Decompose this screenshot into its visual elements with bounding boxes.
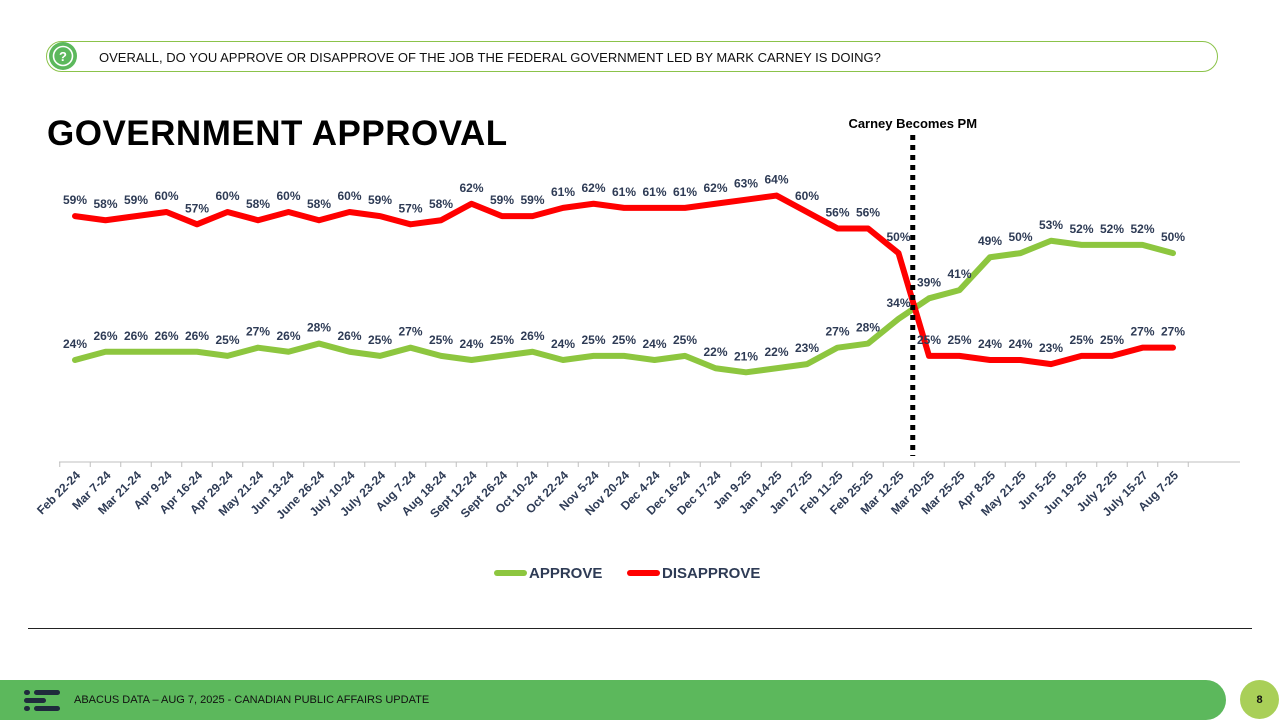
data-label-disapprove: 56% — [825, 205, 849, 219]
data-label-approve: 25% — [490, 333, 514, 347]
data-label-approve: 23% — [795, 341, 819, 355]
data-label-approve: 41% — [947, 267, 971, 281]
question-bar: ? OVERALL, DO YOU APPROVE OR DISAPPROVE … — [46, 41, 1218, 72]
data-label-disapprove: 24% — [978, 337, 1002, 351]
svg-text:?: ? — [59, 49, 67, 64]
data-label-approve: 25% — [612, 333, 636, 347]
data-label-disapprove: 59% — [490, 193, 514, 207]
data-label-disapprove: 60% — [795, 189, 819, 203]
data-label-disapprove: 57% — [398, 201, 422, 215]
data-label-disapprove: 50% — [886, 230, 910, 244]
data-label-approve: 27% — [246, 325, 270, 339]
data-label-disapprove: 60% — [276, 189, 300, 203]
question-icon: ? — [49, 42, 77, 70]
data-label-disapprove: 58% — [429, 197, 453, 211]
data-label-approve: 25% — [429, 333, 453, 347]
data-label-approve: 26% — [276, 329, 300, 343]
data-label-disapprove: 56% — [856, 205, 880, 219]
data-label-approve: 26% — [124, 329, 148, 343]
data-label-disapprove: 24% — [1008, 337, 1032, 351]
data-label-disapprove: 25% — [1069, 333, 1093, 347]
series-line-approve — [72, 237, 1176, 376]
data-label-approve: 52% — [1130, 222, 1154, 236]
data-label-disapprove: 57% — [185, 201, 209, 215]
data-label-disapprove: 59% — [368, 193, 392, 207]
data-label-approve: 34% — [886, 296, 910, 310]
legend-label-approve: APPROVE — [529, 565, 602, 582]
data-label-disapprove: 58% — [307, 197, 331, 211]
data-label-approve: 25% — [673, 333, 697, 347]
question-text: OVERALL, DO YOU APPROVE OR DISAPPROVE OF… — [99, 50, 881, 65]
data-label-approve: 53% — [1039, 218, 1063, 232]
data-label-approve: 24% — [63, 337, 87, 351]
data-label-approve: 26% — [337, 329, 361, 343]
legend-label-disapprove: DISAPPROVE — [662, 565, 760, 582]
data-label-approve: 25% — [581, 333, 605, 347]
data-label-approve: 50% — [1008, 230, 1032, 244]
data-label-approve: 24% — [551, 337, 575, 351]
data-label-disapprove: 59% — [520, 193, 544, 207]
data-label-disapprove: 63% — [734, 177, 758, 191]
data-label-disapprove: 64% — [764, 173, 788, 187]
data-label-disapprove: 62% — [703, 181, 727, 195]
data-label-disapprove: 61% — [673, 185, 697, 199]
data-label-disapprove: 62% — [459, 181, 483, 195]
data-label-approve: 26% — [520, 329, 544, 343]
data-label-disapprove: 62% — [581, 181, 605, 195]
data-label-disapprove: 61% — [642, 185, 666, 199]
data-label-approve: 26% — [93, 329, 117, 343]
annotation-label: Carney Becomes PM — [848, 116, 977, 131]
series-line-disapprove — [72, 192, 1176, 368]
data-label-approve: 24% — [459, 337, 483, 351]
data-labels: 24% 26% 26% 26% 26% 25% 27% 26% 28% 26% 25% 27% 25% 2… — [63, 173, 1185, 364]
data-label-approve: 26% — [185, 329, 209, 343]
footer-text: ABACUS DATA – AUG 7, 2025 - CANADIAN PUB… — [74, 694, 430, 706]
page-title: GOVERNMENT APPROVAL — [47, 114, 508, 153]
data-label-disapprove: 59% — [124, 193, 148, 207]
data-label-disapprove: 27% — [1130, 325, 1154, 339]
data-label-approve: 50% — [1161, 230, 1185, 244]
data-label-disapprove: 60% — [154, 189, 178, 203]
data-label-approve: 26% — [154, 329, 178, 343]
data-label-approve: 21% — [734, 349, 758, 363]
data-label-disapprove: 23% — [1039, 341, 1063, 355]
data-label-disapprove: 25% — [917, 333, 941, 347]
divider-line — [28, 628, 1252, 629]
data-label-approve: 49% — [978, 234, 1002, 248]
data-label-approve: 28% — [856, 321, 880, 335]
annotation-layer: Carney Becomes PM — [848, 116, 977, 456]
data-label-disapprove: 25% — [947, 333, 971, 347]
data-label-approve: 25% — [215, 333, 239, 347]
footer-bar — [0, 680, 1226, 720]
data-label-approve: 39% — [917, 275, 941, 289]
data-label-disapprove: 60% — [337, 189, 361, 203]
series-lines — [72, 192, 1176, 376]
data-label-approve: 28% — [307, 321, 331, 335]
legend: APPROVE DISAPPROVE — [494, 565, 760, 582]
data-label-disapprove: 58% — [93, 197, 117, 211]
data-label-approve: 25% — [368, 333, 392, 347]
data-label-disapprove: 61% — [551, 185, 575, 199]
data-label-approve: 22% — [764, 345, 788, 359]
data-label-disapprove: 59% — [63, 193, 87, 207]
data-label-disapprove: 27% — [1161, 325, 1185, 339]
data-label-disapprove: 25% — [1100, 333, 1124, 347]
data-label-disapprove: 60% — [215, 189, 239, 203]
data-label-approve: 22% — [703, 345, 727, 359]
abacus-logo-icon — [24, 689, 64, 716]
data-label-disapprove: 61% — [612, 185, 636, 199]
data-label-approve: 27% — [398, 325, 422, 339]
data-label-approve: 52% — [1100, 222, 1124, 236]
page-number-badge: 8 — [1240, 680, 1279, 719]
data-label-approve: 27% — [825, 325, 849, 339]
data-label-approve: 52% — [1069, 222, 1093, 236]
data-label-disapprove: 58% — [246, 197, 270, 211]
data-label-approve: 24% — [642, 337, 666, 351]
